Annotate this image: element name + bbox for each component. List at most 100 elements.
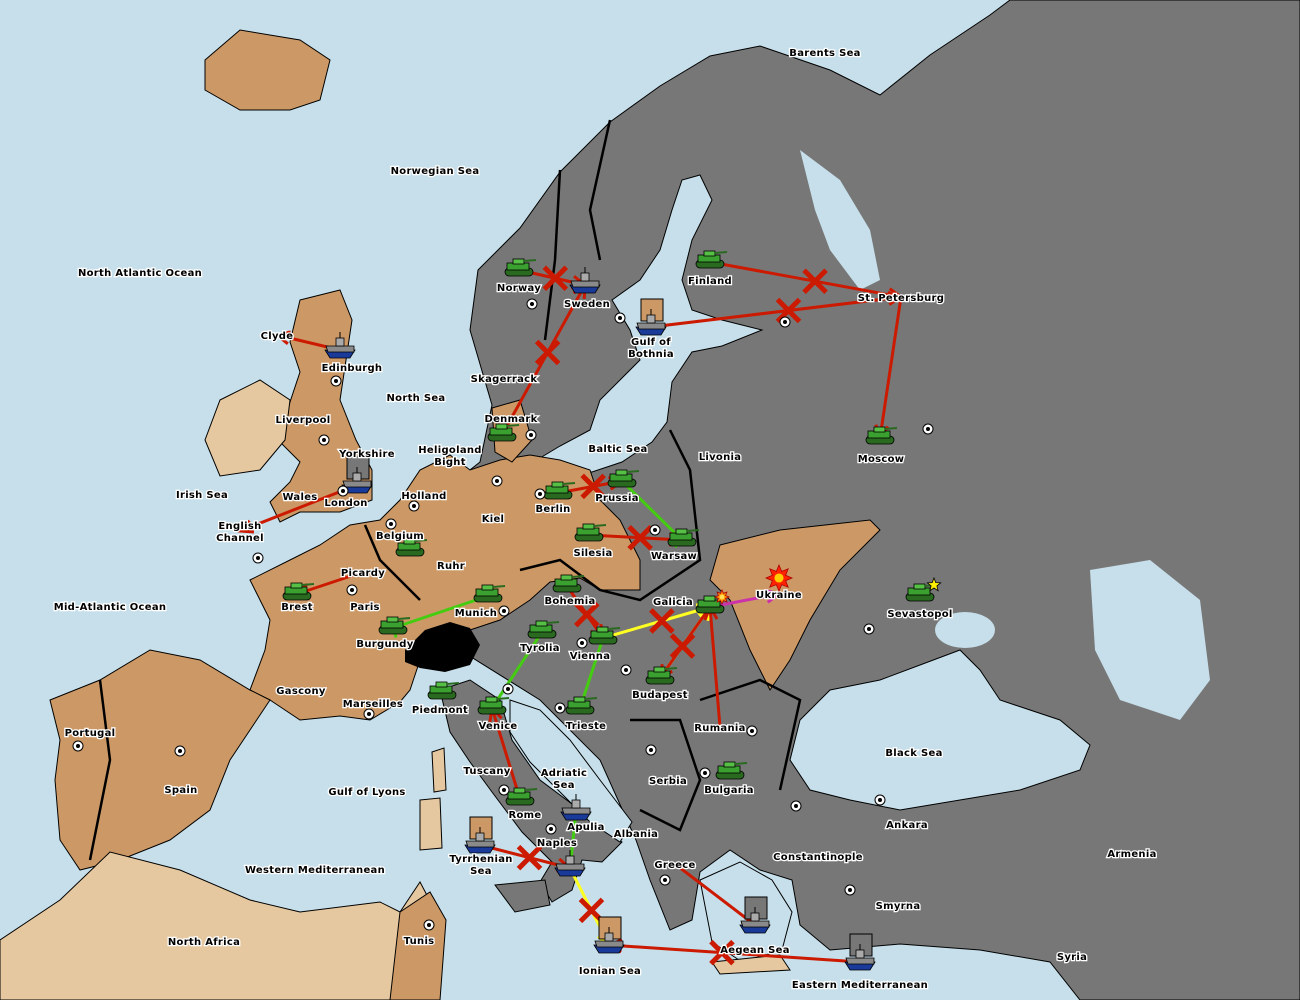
supply-center-smyrna-icon: [844, 884, 856, 896]
army-tank-icon: [427, 681, 460, 700]
supply-center-tunis-icon: [423, 919, 435, 931]
supply-center-norway-icon: [526, 298, 538, 310]
order-line: [709, 260, 902, 299]
failed-order-x-icon: [516, 844, 543, 871]
unit-eastern-mediterranean[interactable]: [844, 933, 876, 971]
unit-gulf-of-bothnia[interactable]: [635, 298, 667, 336]
unit-venice[interactable]: [477, 696, 510, 715]
province-label-gulf-of-lyons: Gulf of Lyons: [328, 787, 405, 798]
supply-center-portugal-icon: [72, 740, 84, 752]
province-label-marseilles: Marseilles: [343, 699, 403, 710]
province-label-bohemia: Bohemia: [544, 596, 595, 607]
province-label-sevastopol: Sevastopol: [887, 609, 952, 620]
failed-order-x-icon: [542, 265, 569, 292]
unit-moscow[interactable]: [865, 426, 898, 445]
unit-brest[interactable]: [282, 582, 315, 601]
unit-prussia[interactable]: [607, 469, 640, 488]
supply-center-kiel-icon: [491, 475, 503, 487]
province-label-denmark: Denmark: [484, 414, 537, 425]
province-label-portugal: Portugal: [65, 728, 116, 739]
province-label-black-sea: Black Sea: [885, 748, 942, 759]
province-label-livonia: Livonia: [699, 452, 742, 463]
order-line: [602, 605, 711, 640]
supply-center-naples-icon: [545, 823, 557, 835]
failed-order-x-icon: [649, 608, 675, 634]
unit-budapest[interactable]: [645, 666, 678, 685]
province-label-ukraine: Ukraine: [756, 590, 802, 601]
army-tank-icon: [395, 538, 428, 557]
unit-silesia[interactable]: [574, 523, 607, 542]
province-label-picardy: Picardy: [341, 568, 385, 579]
unit-warsaw[interactable]: [667, 528, 700, 547]
unit-edinburgh[interactable]: [324, 332, 356, 359]
unit-norway[interactable]: [504, 258, 537, 277]
failed-order-x-icon: [534, 339, 561, 366]
province-label-brest: Brest: [281, 602, 313, 613]
star-icon: [926, 576, 942, 592]
unit-berlin[interactable]: [543, 481, 576, 500]
supply-center-vienna-icon: [576, 637, 588, 649]
unit-aegean-sea[interactable]: [739, 896, 771, 934]
unit-belgium[interactable]: [395, 538, 428, 557]
adriatic-water: [509, 699, 633, 843]
unit-denmark[interactable]: [487, 423, 520, 442]
unit-tyrrhenian-sea[interactable]: [464, 816, 496, 854]
unit-bulgaria[interactable]: [715, 761, 748, 780]
province-label-tuscany: Tuscany: [463, 766, 510, 777]
unit-piedmont[interactable]: [427, 681, 460, 700]
unit-bohemia[interactable]: [552, 574, 585, 593]
fleet-ship-icon: [844, 944, 876, 971]
sardinia: [419, 797, 443, 851]
province-label-barents-sea: Barents Sea: [789, 48, 860, 59]
province-label-paris: Paris: [350, 602, 380, 613]
events-layer: [714, 563, 942, 605]
province-label-trieste: Trieste: [566, 721, 606, 732]
province-label-skagerrack: Skagerrack: [471, 374, 538, 385]
fleet-ship-icon: [341, 467, 373, 494]
province-label-gulf-of-bothnia: Bothnia: [628, 349, 674, 360]
order-galicia-to-ukraine: [709, 588, 783, 609]
unit-apulia[interactable]: [560, 794, 592, 821]
province-label-sweden: Sweden: [564, 299, 610, 310]
supply-center-holland-icon: [408, 500, 420, 512]
unit-vienna[interactable]: [588, 626, 621, 645]
unit-burgundy[interactable]: [378, 616, 411, 635]
unit-tyrolia[interactable]: [527, 620, 560, 639]
order-line: [296, 570, 364, 596]
north-africa-territory: [0, 851, 441, 1000]
fleet-ship-icon: [560, 794, 592, 821]
province-labels-layer: Barents Sea Norwegian Sea North Atlantic O…: [52, 47, 1157, 993]
unit-sweden[interactable]: [569, 267, 601, 294]
province-label-rumania: Rumania: [694, 723, 745, 734]
fleet-ship-icon: [593, 927, 625, 954]
province-label-berlin: Berlin: [535, 504, 570, 515]
province-label-greece: Greece: [654, 860, 695, 871]
unit-rome[interactable]: [505, 787, 538, 806]
order-line: [708, 606, 722, 728]
province-label-rome: Rome: [509, 810, 542, 821]
unit-london[interactable]: [341, 456, 373, 494]
province-label-clyde: Clyde: [261, 331, 294, 342]
ireland: [204, 379, 291, 477]
unit-naples[interactable]: [554, 850, 586, 877]
units-layer: [282, 250, 938, 971]
province-label-holland: Holland: [401, 491, 446, 502]
order-line: [878, 296, 903, 439]
unit-munich[interactable]: [473, 584, 506, 603]
province-label-wales: Wales: [282, 492, 317, 503]
province-label-norwegian-sea: Norwegian Sea: [391, 166, 480, 177]
unit-ionian-sea[interactable]: [593, 916, 625, 954]
order-line: [239, 483, 358, 533]
province-label-warsaw: Warsaw: [651, 551, 697, 562]
unit-trieste[interactable]: [565, 696, 598, 715]
supply-center-constantinople-icon: [790, 800, 802, 812]
province-label-yorkshire: Yorkshire: [338, 449, 395, 460]
province-label-tyrrhenian-sea: Tyrrhenian: [449, 854, 512, 865]
failed-order-x-icon: [802, 268, 828, 295]
supply-center-brest-icon: [252, 552, 264, 564]
province-label-armenia: Armenia: [1107, 849, 1156, 860]
supply-center-edinburgh-icon: [330, 375, 342, 387]
tunis-territory: [389, 891, 447, 1000]
unit-finland[interactable]: [695, 250, 728, 269]
supply-center-budapest-icon: [620, 664, 632, 676]
